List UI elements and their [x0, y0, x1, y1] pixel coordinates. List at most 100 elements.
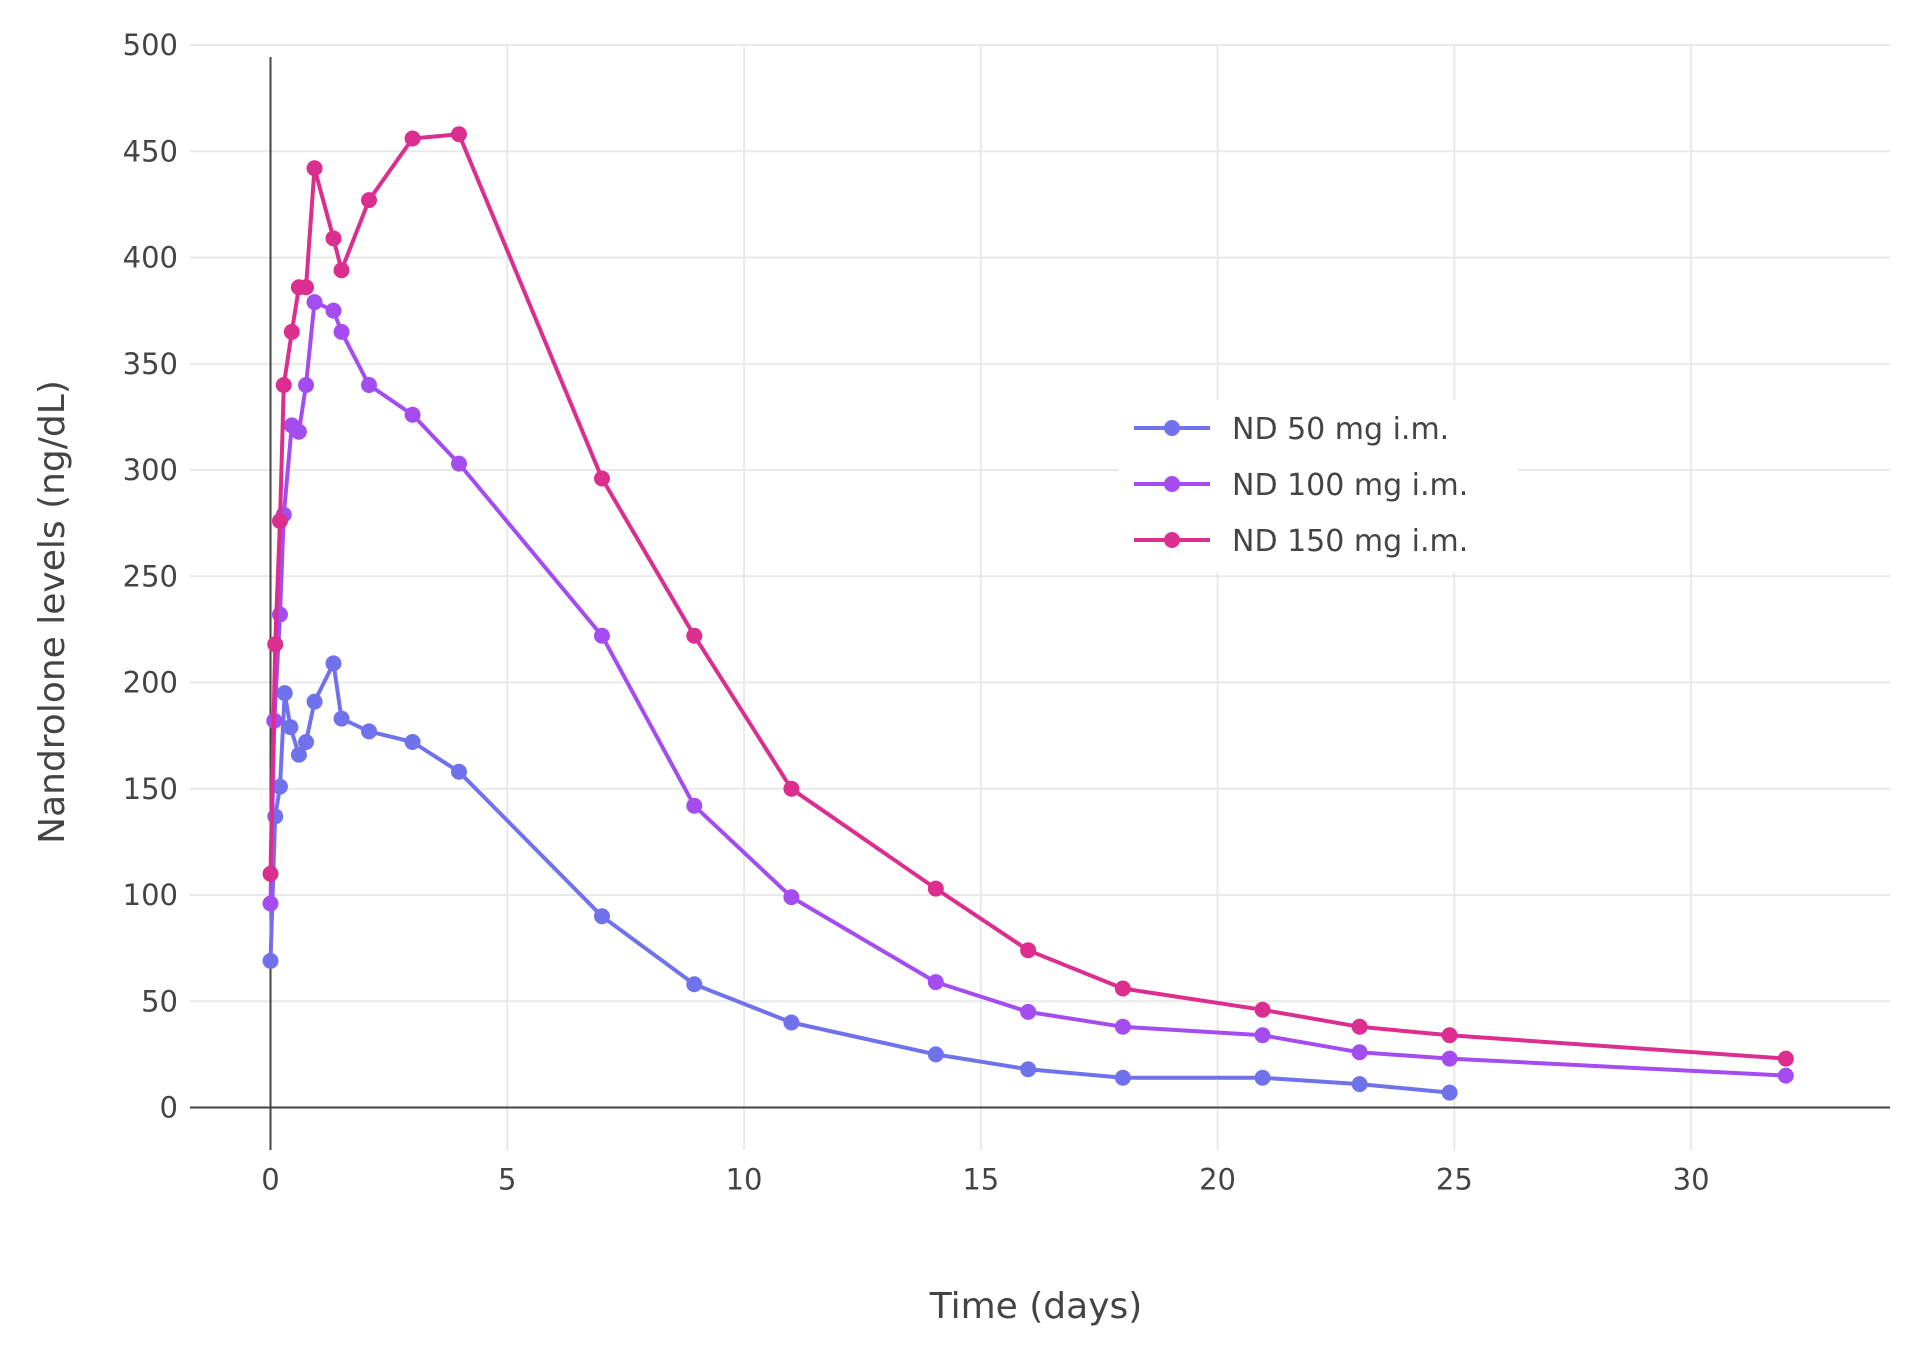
y-tick-label: 150 [123, 772, 178, 806]
data-point [1351, 1044, 1368, 1061]
data-point [1351, 1018, 1368, 1035]
tick-labels: 0 5 10 15 20 25 300501001502002503003504004505… [123, 28, 1710, 1197]
data-point [1441, 1027, 1458, 1044]
data-point [1254, 1027, 1271, 1044]
legend-marker [1164, 476, 1180, 492]
y-tick-label: 450 [123, 134, 178, 168]
data-point [325, 655, 342, 672]
data-point [325, 230, 342, 247]
data-point [271, 513, 288, 529]
data-point [1114, 1018, 1131, 1035]
data-point [271, 778, 288, 795]
x-tick-label: 20 [1199, 1163, 1236, 1197]
y-tick-label: 100 [123, 878, 178, 912]
legend-label: ND 150 mg i.m. [1232, 524, 1468, 559]
data-point [593, 470, 610, 487]
x-tick-label: 15 [962, 1163, 999, 1197]
data-point [360, 192, 377, 209]
data-point [404, 130, 421, 147]
data-point [275, 377, 292, 393]
data-point [1020, 1061, 1037, 1078]
data-point [927, 1046, 944, 1063]
data-point [360, 723, 377, 740]
legend-marker [1164, 420, 1180, 436]
data-point [298, 377, 315, 393]
data-point [333, 262, 350, 279]
data-point [262, 952, 279, 969]
x-tick-label: 5 [498, 1163, 516, 1197]
data-point [333, 710, 350, 727]
data-point [1441, 1084, 1458, 1101]
data-point [783, 780, 800, 797]
series-1 [262, 655, 1458, 1101]
legend-label: ND 50 mg i.m. [1232, 412, 1449, 447]
data-point [360, 377, 377, 393]
data-point [1020, 942, 1037, 959]
data-point [450, 763, 467, 780]
data-point [1351, 1076, 1368, 1093]
legend-item: ND 150 mg i.m. [1134, 524, 1468, 559]
y-tick-label: 0 [160, 1091, 178, 1125]
data-point [306, 693, 323, 710]
x-tick-label: 10 [726, 1163, 763, 1197]
y-tick-label: 500 [123, 28, 178, 62]
data-point [686, 627, 703, 644]
data-point [1114, 1069, 1131, 1086]
y-tick-label: 200 [123, 666, 178, 700]
x-tick-label: 0 [261, 1163, 279, 1197]
data-point [282, 719, 299, 736]
data-point [783, 1014, 800, 1031]
data-point [262, 895, 279, 912]
grid [190, 44, 1890, 1150]
data-point [450, 126, 467, 143]
series-group [262, 126, 1794, 1101]
data-point [306, 294, 323, 311]
data-point [276, 685, 293, 702]
data-point [290, 746, 307, 763]
data-point [927, 974, 944, 991]
data-point [267, 636, 284, 653]
x-tick-label: 25 [1436, 1163, 1473, 1197]
y-tick-label: 300 [123, 453, 178, 487]
data-point [1114, 980, 1131, 997]
data-point [298, 734, 315, 750]
legend-item: ND 100 mg i.m. [1134, 468, 1468, 503]
legend: ND 50 mg i.m. ND 100 mg i.m. ND 150 mg i.m… [1118, 400, 1518, 572]
y-axis-title: Nandrolone levels (ng/dL) [32, 380, 73, 844]
data-point [404, 406, 421, 423]
data-point [686, 976, 703, 993]
data-point [1254, 1069, 1271, 1086]
data-point [306, 160, 323, 177]
data-point [450, 455, 467, 472]
y-tick-label: 50 [141, 984, 178, 1018]
data-point [1777, 1050, 1794, 1067]
data-point [1254, 1001, 1271, 1018]
y-tick-label: 400 [123, 241, 178, 275]
series-2 [262, 294, 1794, 1084]
data-point [593, 908, 610, 925]
data-point [1020, 1003, 1037, 1020]
series-line [268, 661, 1450, 1095]
legend-label: ND 100 mg i.m. [1232, 468, 1468, 503]
y-tick-label: 250 [123, 559, 178, 593]
data-point [593, 627, 610, 644]
data-point [325, 302, 342, 319]
data-point [298, 279, 315, 296]
data-point [1441, 1050, 1458, 1067]
y-tick-label: 350 [123, 347, 178, 381]
legend-marker [1164, 532, 1180, 548]
legend-item: ND 50 mg i.m. [1134, 412, 1449, 447]
data-point [404, 734, 421, 750]
data-point [783, 889, 800, 906]
series-3 [262, 126, 1794, 1067]
x-tick-label: 30 [1673, 1163, 1710, 1197]
data-point [283, 323, 300, 340]
data-point [290, 423, 307, 440]
data-point [333, 323, 350, 340]
x-axis-title: Time (days) [929, 1286, 1143, 1327]
data-point [262, 865, 279, 882]
data-point [686, 797, 703, 814]
data-point [1777, 1067, 1794, 1084]
